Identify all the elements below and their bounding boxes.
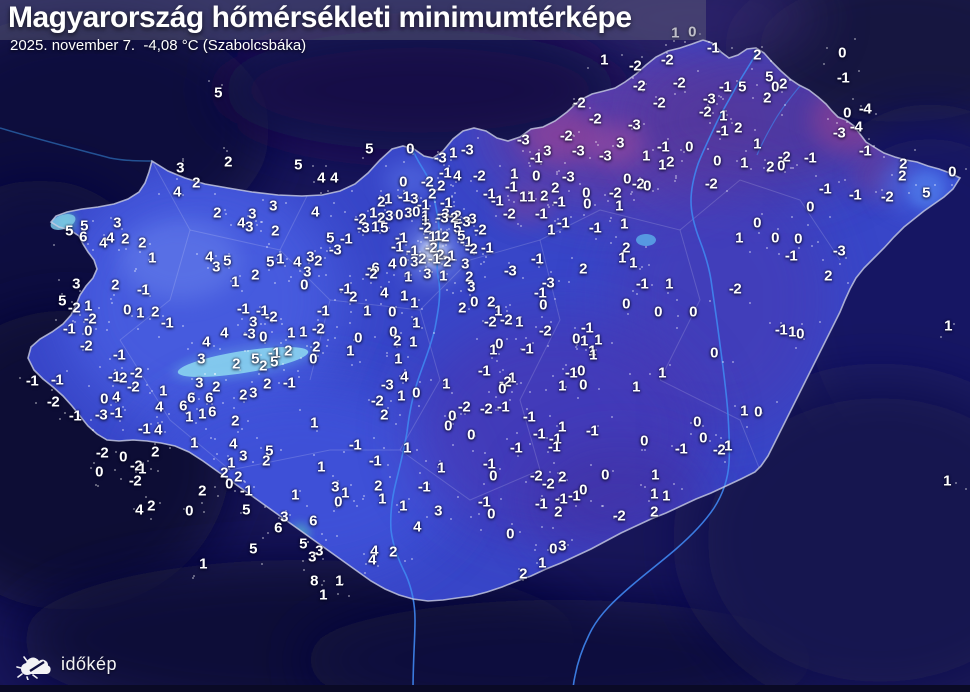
bottom-bar — [0, 685, 970, 692]
logo-text: időkép — [61, 653, 118, 674]
page-subtitle: 2025. november 7. -4,08 °C (Szabolcsbáka… — [10, 37, 307, 54]
cloud-sun-icon — [16, 656, 51, 680]
hungary-border — [27, 39, 962, 602]
title-bar — [0, 0, 706, 40]
lake-tisza — [636, 234, 656, 246]
idokep-logo: időkép — [16, 648, 117, 680]
page-title: Magyarország hőmérsékleti minimumtérképe — [8, 1, 632, 34]
